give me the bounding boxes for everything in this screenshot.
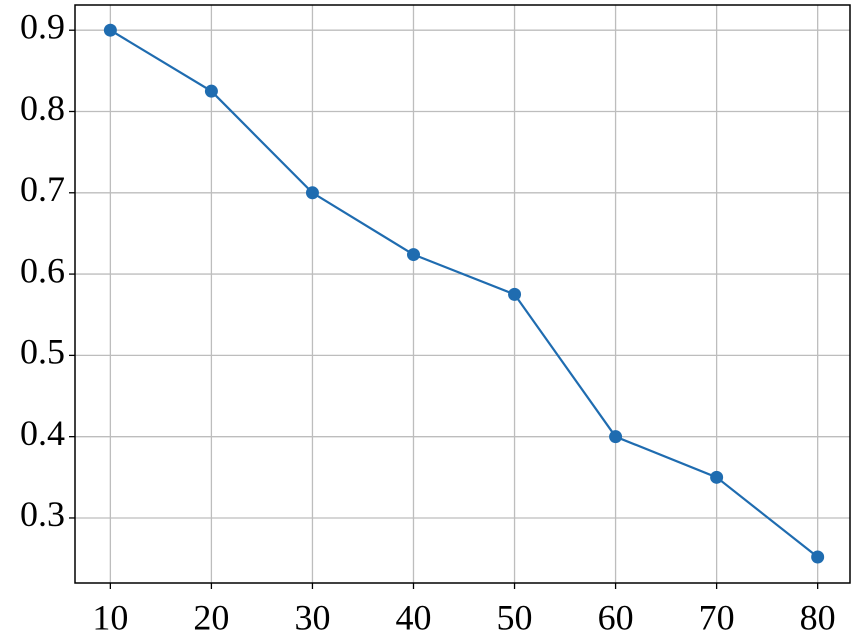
- marker: [406, 248, 420, 262]
- y-tick-label: 0.9: [20, 6, 65, 46]
- grid: [75, 5, 850, 583]
- y-tick-label: 0.5: [20, 332, 65, 372]
- y-tick-label: 0.6: [20, 250, 65, 290]
- x-tick-label: 30: [294, 597, 330, 637]
- plot-frame: [74, 4, 851, 584]
- x-tick-label: 70: [699, 597, 735, 637]
- x-tick-label: 10: [92, 597, 128, 637]
- y-tick-label: 0.7: [20, 169, 65, 209]
- marker: [609, 430, 623, 444]
- x-tick-label: 20: [193, 597, 229, 637]
- marker: [103, 23, 117, 37]
- line: [109, 29, 819, 558]
- y-tick-label: 0.8: [20, 88, 65, 128]
- marker: [811, 550, 825, 564]
- marker: [305, 186, 319, 200]
- x-tick-label: 60: [598, 597, 634, 637]
- marker: [508, 287, 522, 301]
- y-tick-label: 0.3: [20, 494, 65, 534]
- marker: [710, 470, 724, 484]
- y-tick-label: 0.4: [20, 413, 65, 453]
- x-tick-label: 50: [497, 597, 533, 637]
- x-tick-label: 80: [800, 597, 836, 637]
- x-tick-label: 40: [395, 597, 431, 637]
- marker: [204, 84, 218, 98]
